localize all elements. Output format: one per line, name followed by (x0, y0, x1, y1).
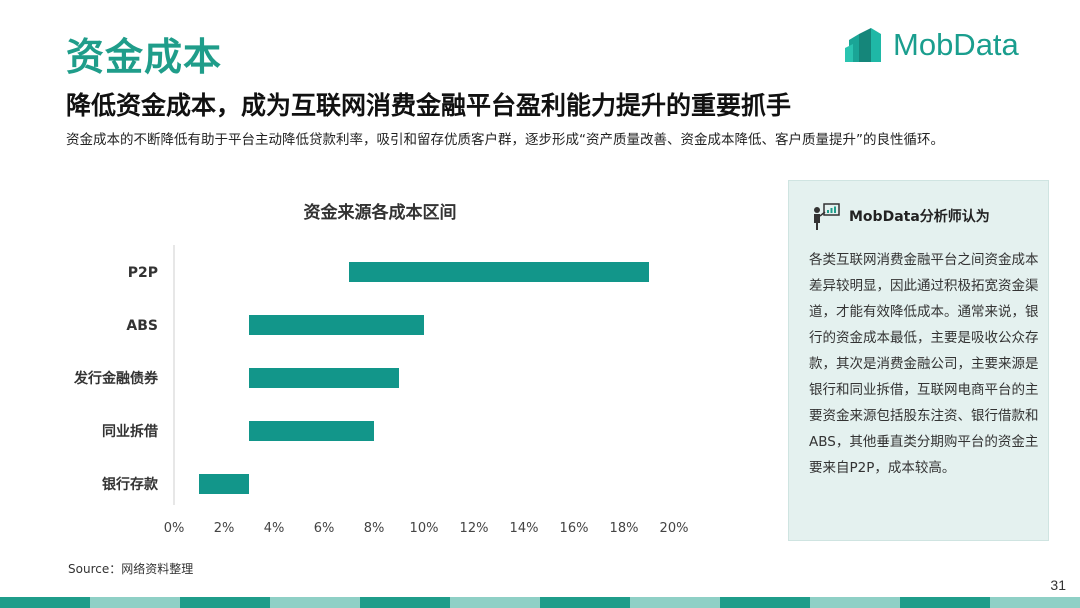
x-tick-label: 12% (460, 521, 489, 536)
x-tick-label: 10% (410, 521, 439, 536)
page-description: 资金成本的不断降低有助于平台主动降低贷款利率，吸引和留存优质客户群，逐步形成“资… (66, 132, 944, 148)
footer-color-band (0, 597, 1080, 608)
building-logo-icon (845, 28, 881, 62)
chart-title: 资金来源各成本区间 (304, 202, 457, 223)
analyst-panel-title: MobData分析师认为 (849, 209, 990, 225)
x-tick-label: 8% (364, 521, 385, 536)
bar-2 (249, 368, 399, 388)
x-tick-label: 0% (164, 521, 185, 536)
source-note: Source：网络资料整理 (68, 562, 194, 576)
bar-3 (249, 421, 374, 441)
bar-4 (199, 474, 249, 494)
category-label: 同业拆借 (102, 423, 158, 440)
category-label: P2P (128, 265, 158, 281)
x-tick-label: 6% (314, 521, 335, 536)
page-number: 31 (1050, 577, 1066, 593)
x-tick-label: 14% (510, 521, 539, 536)
page-title: 资金成本 (66, 35, 223, 79)
analyst-panel-text: 各类互联网消费金融平台之间资金成本差异较明显，因此通过积极拓宽资金渠道，才能有效… (809, 252, 1039, 476)
mobdata-logo: MobData (845, 26, 1019, 64)
category-label: ABS (126, 318, 158, 334)
x-tick-label: 2% (214, 521, 235, 536)
bar-0 (349, 262, 649, 282)
logo-text: MobData (893, 27, 1019, 62)
category-label: 银行存款 (102, 476, 159, 493)
page-subtitle: 降低资金成本，成为互联网消费金融平台盈利能力提升的重要抓手 (66, 91, 792, 120)
x-tick-label: 20% (660, 521, 689, 536)
category-label: 发行金融债券 (73, 370, 159, 387)
bar-1 (249, 315, 424, 335)
x-tick-label: 4% (264, 521, 285, 536)
x-tick-label: 18% (610, 521, 639, 536)
presenter-chart-icon (814, 203, 840, 230)
x-tick-label: 16% (560, 521, 589, 536)
analyst-panel: MobData分析师认为 各类互联网消费金融平台之间资金成本差异较明显，因此通过… (788, 180, 1049, 541)
